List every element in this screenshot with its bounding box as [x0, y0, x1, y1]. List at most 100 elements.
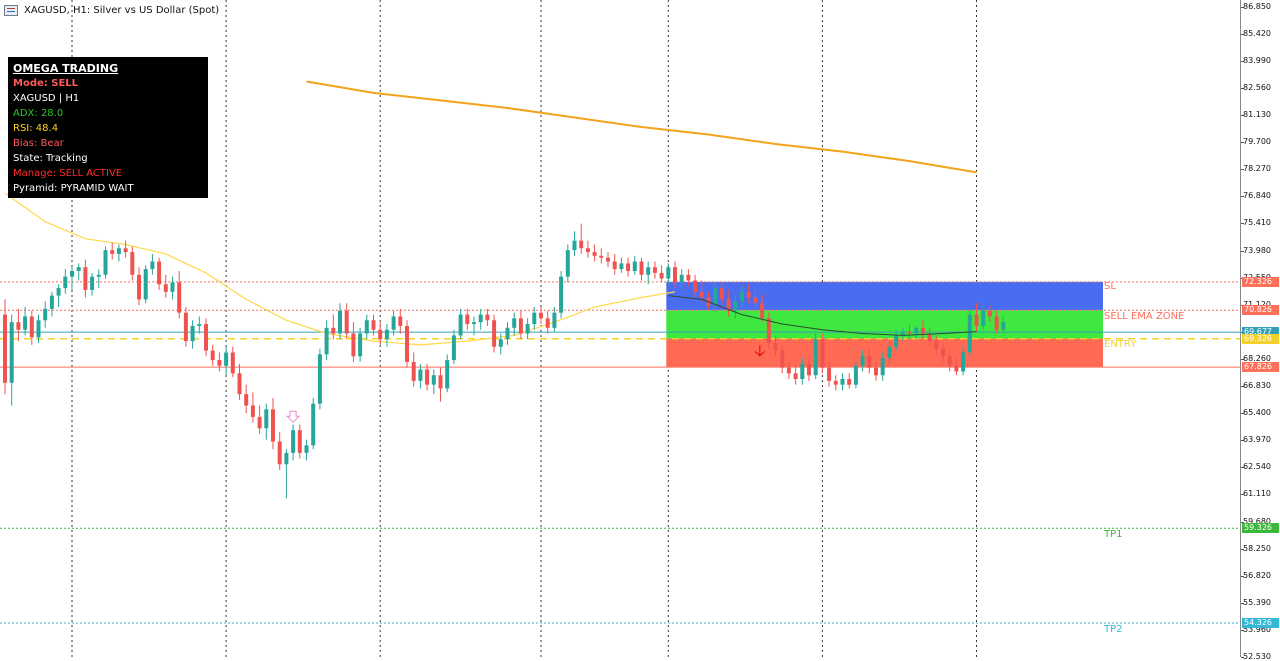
- candle-body: [659, 272, 664, 279]
- candle-body: [974, 314, 979, 326]
- candle-body: [197, 324, 202, 326]
- tick-mark: [1241, 115, 1244, 117]
- chart-area[interactable]: [0, 0, 1240, 657]
- candle: [317, 348, 322, 410]
- candle-body: [585, 248, 590, 253]
- tick-mark: [1241, 33, 1244, 35]
- candle: [713, 282, 718, 313]
- tp1-label: TP1: [1104, 529, 1123, 541]
- candle-body: [753, 297, 758, 304]
- y-tick-label: 61.110: [1243, 489, 1271, 499]
- candle: [143, 265, 148, 304]
- price-scale[interactable]: 86.850 85.420 83.990 82.560 81.130 79.700 78.2…: [1240, 0, 1280, 661]
- panel-line: ADX: 28.0: [13, 108, 64, 119]
- y-tick-label: 68.260: [1243, 353, 1271, 363]
- candle: [116, 244, 121, 262]
- ma-slow-line: [306, 80, 977, 174]
- candle-body: [230, 352, 235, 374]
- candle: [438, 367, 443, 402]
- candle: [619, 257, 624, 273]
- candle-body: [177, 282, 182, 313]
- candle-body: [43, 308, 48, 321]
- candle-body: [344, 310, 349, 334]
- candle: [994, 310, 999, 334]
- candle-body: [123, 248, 128, 253]
- candle: [398, 308, 403, 334]
- candle: [900, 327, 905, 342]
- candle: [559, 270, 564, 319]
- candle: [344, 303, 349, 340]
- candle: [264, 403, 269, 440]
- candle: [257, 405, 262, 434]
- candle: [847, 373, 852, 389]
- candle: [565, 244, 570, 283]
- candle: [947, 350, 952, 372]
- candle-body: [371, 320, 376, 330]
- candle-body: [934, 341, 939, 349]
- candle-body: [639, 261, 644, 275]
- candle: [445, 354, 450, 393]
- candle: [505, 322, 510, 345]
- candle: [867, 348, 872, 374]
- candle: [311, 397, 316, 450]
- candle: [766, 312, 771, 349]
- candle-body: [284, 452, 289, 465]
- panel-line: State: Tracking: [13, 153, 88, 164]
- candle: [579, 223, 584, 254]
- candle-body: [244, 394, 249, 406]
- candle: [378, 322, 383, 345]
- candle-body: [1001, 322, 1006, 330]
- candle-body: [271, 409, 275, 442]
- candle-body: [190, 325, 195, 342]
- candle: [431, 369, 436, 395]
- candle-body: [29, 316, 34, 338]
- y-tick-label: 53.960: [1243, 624, 1271, 634]
- candle: [137, 267, 141, 306]
- candle-body: [673, 267, 677, 283]
- tick-mark: [1241, 6, 1244, 8]
- candle-body: [384, 329, 389, 340]
- candle: [780, 344, 785, 374]
- candle: [358, 327, 363, 362]
- candle-body: [311, 403, 316, 446]
- candle-body: [76, 267, 81, 271]
- panel-line: Manage: SELL ACTIVE: [13, 168, 123, 179]
- candle-body: [773, 342, 778, 351]
- candle-body: [559, 276, 564, 313]
- sell-ema-zone: [666, 310, 1103, 339]
- candle-body: [914, 327, 919, 334]
- candle: [934, 335, 939, 355]
- candle: [585, 240, 590, 258]
- candle: [250, 392, 255, 423]
- candle-body: [693, 280, 698, 292]
- candle-body: [465, 314, 470, 325]
- candle: [612, 253, 617, 275]
- candle: [425, 363, 430, 391]
- y-tick-label: 55.390: [1243, 597, 1271, 607]
- candle-body: [498, 339, 503, 347]
- price-chart[interactable]: [0, 0, 1240, 657]
- candle: [36, 314, 41, 343]
- candle: [894, 329, 899, 351]
- candle: [606, 252, 610, 268]
- candle: [451, 329, 456, 364]
- candle-body: [552, 312, 557, 328]
- candle: [552, 306, 557, 332]
- candle: [9, 314, 14, 406]
- candle: [853, 361, 858, 389]
- candle: [237, 363, 242, 400]
- y-tick-label: 66.830: [1243, 381, 1271, 390]
- sl-zone: [666, 281, 1103, 311]
- candle: [76, 263, 81, 281]
- candle: [646, 261, 651, 285]
- candle-body: [210, 350, 215, 361]
- candle: [498, 333, 503, 355]
- candle: [458, 308, 463, 340]
- candle: [23, 306, 28, 336]
- candle-body: [317, 354, 322, 404]
- candle-body: [518, 318, 523, 334]
- candle: [472, 316, 476, 336]
- candle-body: [143, 269, 148, 300]
- candle: [150, 253, 155, 275]
- tick-mark: [1241, 60, 1244, 62]
